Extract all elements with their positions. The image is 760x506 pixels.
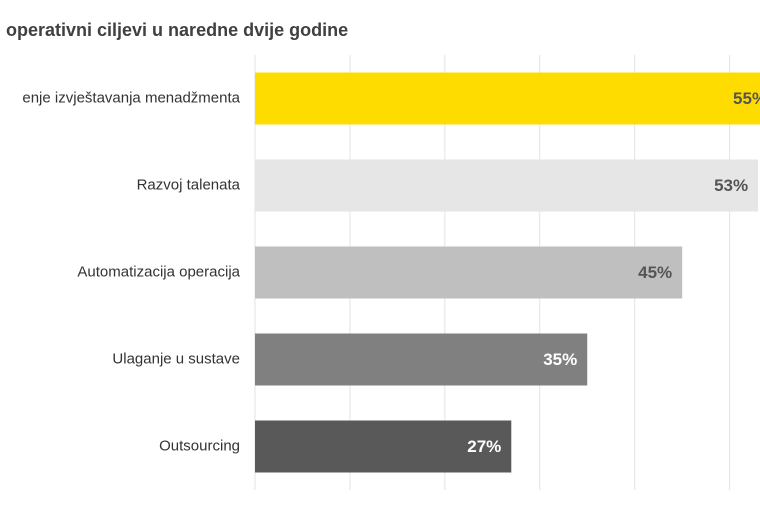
- category-label: enje izvještavanja menadžmenta: [22, 89, 240, 106]
- value-label: 45%: [638, 263, 672, 282]
- bar: [255, 246, 683, 299]
- category-label: Ulaganje u sustave: [112, 350, 240, 367]
- bar: [255, 72, 760, 125]
- value-label: 27%: [467, 437, 501, 456]
- value-label: 53%: [714, 176, 748, 195]
- value-label: 55%: [733, 89, 760, 108]
- bar: [255, 333, 588, 386]
- chart-title: operativni ciljevi u naredne dvije godin…: [6, 20, 348, 40]
- bar: [255, 159, 759, 212]
- value-label: 35%: [543, 350, 577, 369]
- category-label: Outsourcing: [159, 437, 240, 454]
- category-label: Automatizacija operacija: [77, 263, 240, 280]
- bar: [255, 420, 512, 473]
- category-label: Razvoj talenata: [137, 176, 241, 193]
